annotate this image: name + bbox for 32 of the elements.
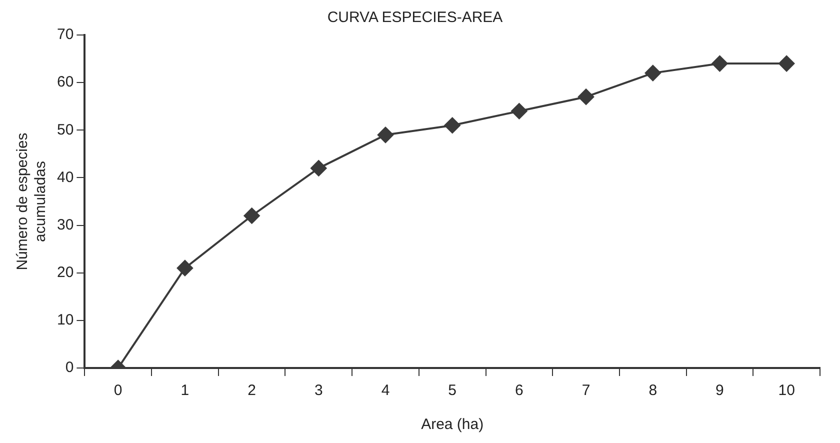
point bbox=[377, 126, 394, 143]
x-tick-label: 6 bbox=[515, 382, 524, 400]
x-tick-label: 9 bbox=[716, 382, 724, 400]
chart-title: CURVA ESPECIES-AREA bbox=[327, 9, 503, 26]
x-tick-label: 5 bbox=[448, 382, 457, 400]
y-tick-label: 0 bbox=[65, 359, 74, 376]
point bbox=[244, 208, 260, 224]
x-axis-title: Area (ha) bbox=[421, 416, 484, 434]
point bbox=[778, 56, 795, 72]
point bbox=[176, 260, 193, 276]
y-axis-title: Número de especies acumuladas bbox=[14, 132, 50, 270]
point bbox=[578, 88, 594, 105]
point bbox=[644, 65, 661, 82]
x-tick-label: 7 bbox=[582, 382, 590, 400]
x-tick-label: 4 bbox=[381, 382, 390, 400]
y-tick-label: 50 bbox=[56, 121, 74, 138]
x-tick-label: 8 bbox=[648, 382, 658, 400]
x-tick-label: 3 bbox=[314, 382, 323, 400]
point bbox=[444, 117, 460, 134]
y-tick-label: 40 bbox=[56, 168, 74, 186]
x-tick-label: 2 bbox=[248, 382, 256, 400]
x-tick-label: 1 bbox=[180, 382, 190, 400]
y-tick-label: 30 bbox=[56, 216, 74, 234]
y-tick-label: 60 bbox=[56, 74, 74, 91]
point bbox=[310, 160, 327, 176]
point bbox=[511, 103, 528, 120]
x-tick-label: 0 bbox=[114, 382, 122, 400]
y-tick-label: 10 bbox=[56, 312, 74, 329]
y-tick-label: 70 bbox=[56, 26, 74, 44]
point bbox=[712, 56, 728, 72]
y-tick-label: 20 bbox=[56, 264, 74, 281]
x-tick-label: 10 bbox=[778, 382, 795, 400]
